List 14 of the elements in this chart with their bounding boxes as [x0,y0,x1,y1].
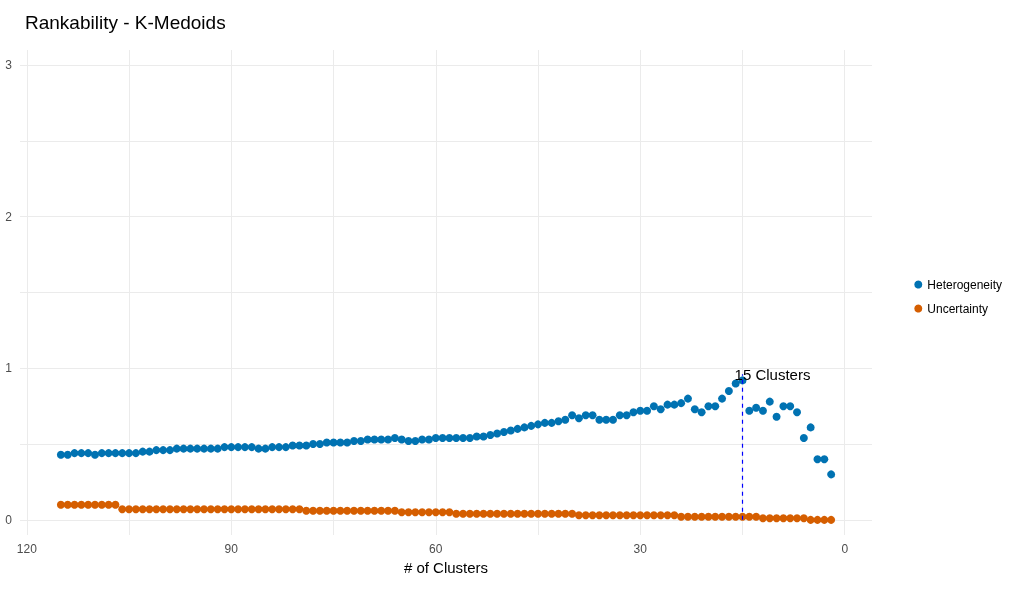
annotation: 15 Clusters [734,365,811,383]
chart-title: Rankability - K-Medoids [25,12,226,33]
x-tick-label: 0 [841,542,849,556]
legend-label: Uncertainty [927,301,988,316]
x-tick-label: 120 [16,542,38,556]
legend-label: Heterogeneity [927,277,1003,292]
y-tick-label: 2 [5,209,13,224]
x-tick-label: 90 [224,542,239,556]
y-tick-label: 0 [5,512,13,527]
x-tick-label: 30 [633,542,648,556]
x-tick-label: 60 [429,542,443,556]
x-axis-title: # of Clusters [403,558,489,576]
y-tick-label: 3 [5,58,13,73]
y-tick-label: 1 [5,361,13,376]
